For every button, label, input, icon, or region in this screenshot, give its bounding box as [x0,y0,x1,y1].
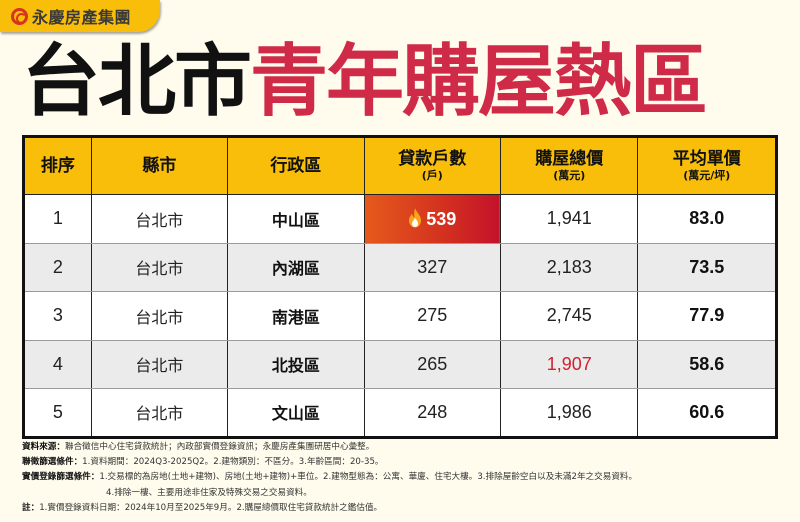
header-total-price: 購屋總價 (萬元) [499,136,639,195]
table-header-row: 排序 縣市 行政區 貸款戶數 (戶) 購屋總價 (萬元) 平均單價 (萬元/坪) [23,136,777,195]
unit-price-cell: 73.5 [637,243,777,292]
rank-cell: 4 [23,340,92,389]
title-city: 台北市 [22,37,252,127]
note-actual-price-criteria-cont: 4.排除一樓、主要用途非住家及特殊交易之交易資料。 [106,487,312,498]
unit-price-cell: 60.6 [637,388,777,438]
unit-price-cell: 83.0 [637,194,777,244]
header-rank: 排序 [23,136,92,195]
rank-cell: 2 [23,243,92,292]
rank-cell: 1 [23,194,92,244]
table-row: 3 台北市 南港區 275 2,745 77.9 [23,291,777,341]
page-title: 台北市青年購屋熱區 [22,36,708,128]
hot-districts-table: 排序 縣市 行政區 貸款戶數 (戶) 購屋總價 (萬元) 平均單價 (萬元/坪) 1 … [22,135,778,439]
district-cell: 南港區 [227,291,365,341]
note-source: 資料來源：聯合徵信中心住宅貸款統計；內政部實價登錄資訊；永慶房產集團研居中心彙整… [22,442,375,452]
yungching-logo-icon [11,7,28,25]
note-remarks: 註：1.實價登錄資料日期：2024年10月至2025年9月。2.購屋總價取住宅貸… [22,502,383,513]
loans-cell: 248 [363,388,501,438]
city-cell: 台北市 [90,243,229,292]
brand-tab: 永慶房產集團 [0,0,160,32]
header-city: 縣市 [90,136,229,195]
note-jcic-criteria: 聯徵篩選條件：1.資料期間：2024Q3-2025Q2。2.建物類別：不區分。3… [22,457,384,468]
unit-price-cell: 77.9 [637,291,777,341]
fire-icon [409,207,422,228]
title-topic: 青年購屋熱區 [250,37,708,127]
total-price-cell: 1,941 [499,194,639,244]
district-cell: 文山區 [227,388,365,438]
footnotes: 資料來源：聯合徵信中心住宅貸款統計；內政部實價登錄資訊；永慶房產集團研居中心彙整… [22,440,778,516]
total-price-cell-highlight: 1,907 [499,340,639,389]
city-cell: 台北市 [90,291,229,341]
total-price-cell: 2,183 [499,243,639,292]
loans-cell-hot: 539 [363,194,501,244]
district-cell: 內湖區 [227,243,365,292]
rank-cell: 3 [23,291,92,341]
table-row: 4 台北市 北投區 265 1,907 58.6 [23,340,777,389]
table-row: 1 台北市 中山區 539 1,941 83.0 [23,194,777,244]
total-price-cell: 2,745 [499,291,639,341]
district-cell: 北投區 [227,340,365,389]
table-row: 5 台北市 文山區 248 1,986 60.6 [23,388,777,438]
header-district: 行政區 [227,136,365,195]
loans-cell: 275 [363,291,501,341]
loans-cell: 265 [363,340,501,389]
total-price-cell: 1,986 [499,388,639,438]
header-unit-price: 平均單價 (萬元/坪) [637,136,777,195]
city-cell: 台北市 [90,340,229,389]
table-row: 2 台北市 內湖區 327 2,183 73.5 [23,243,777,292]
district-cell: 中山區 [227,194,365,244]
unit-price-cell-highlight: 58.6 [637,340,777,389]
city-cell: 台北市 [90,194,229,244]
loans-cell: 327 [363,243,501,292]
brand-name: 永慶房產集團 [32,8,132,27]
city-cell: 台北市 [90,388,229,438]
note-actual-price-criteria: 實價登錄篩選條件：1.交易標的為房地(土地+建物)、房地(土地+建物)+車位。2… [22,472,638,483]
header-loans: 貸款戶數 (戶) [363,136,501,195]
rank-cell: 5 [23,388,92,438]
loans-value: 539 [426,208,457,229]
